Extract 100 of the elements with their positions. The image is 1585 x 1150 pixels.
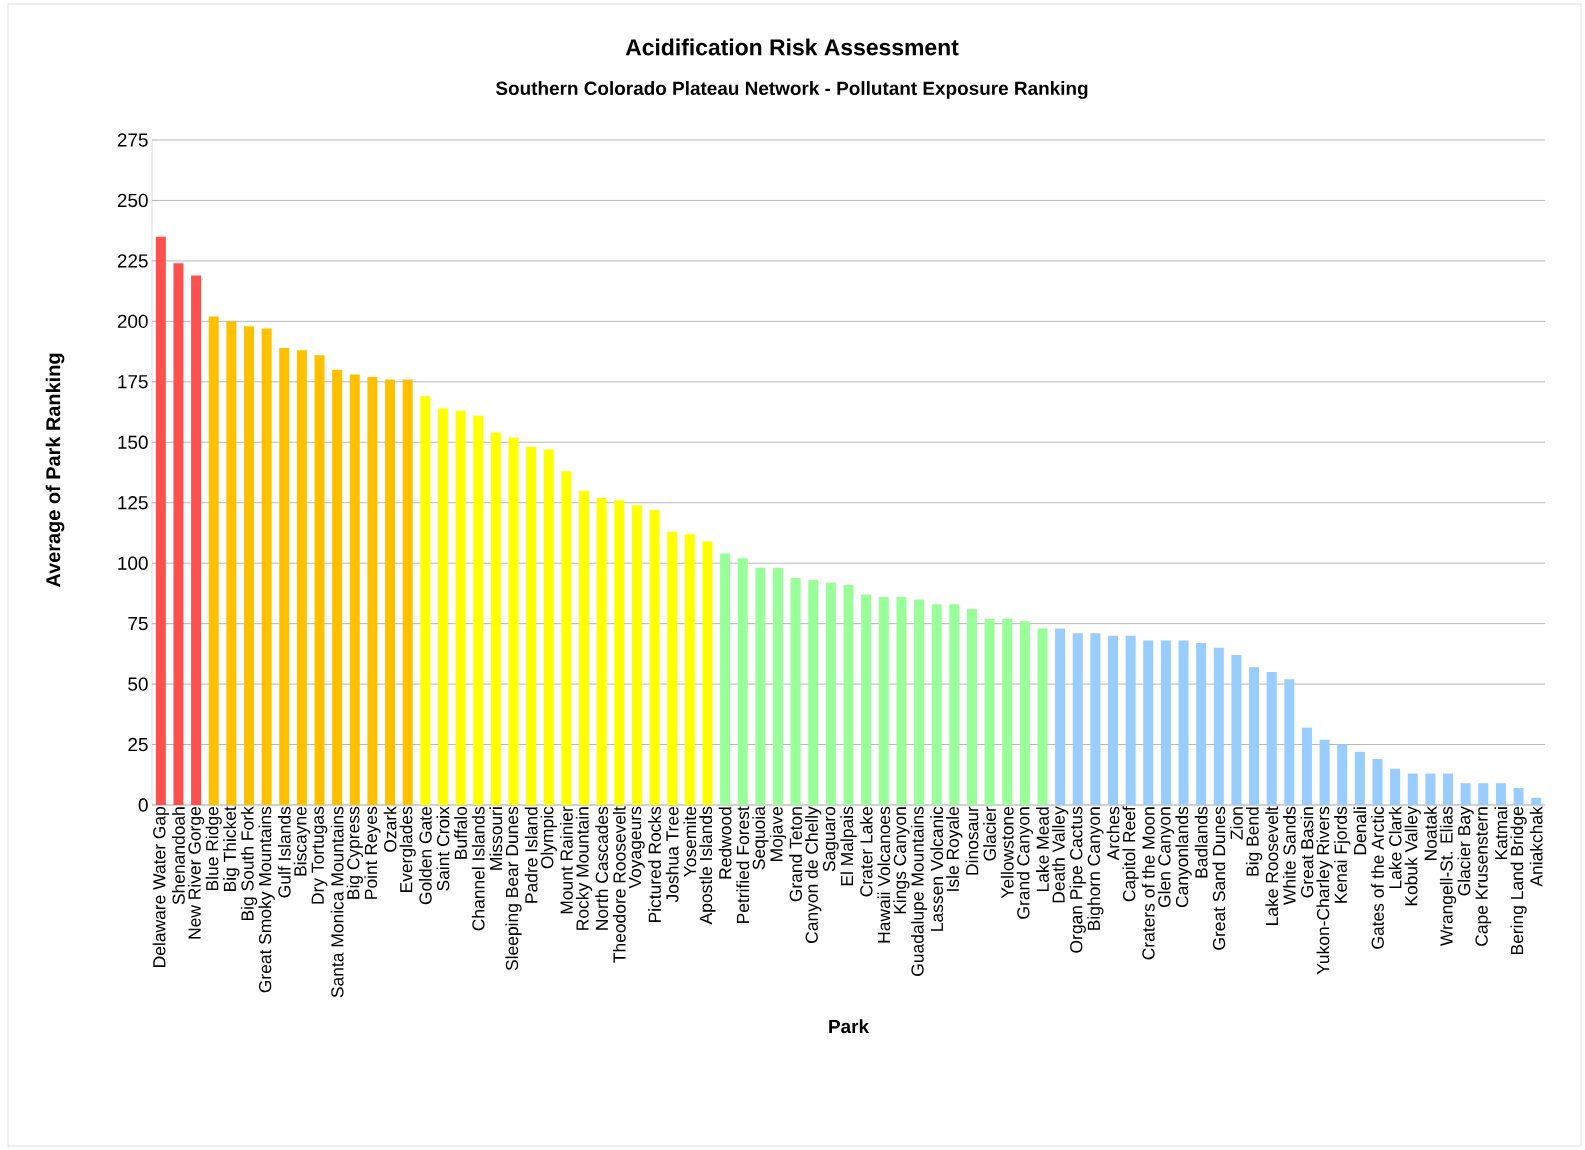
x-tick-label: Rocky Mountain xyxy=(575,807,593,930)
x-tick-label: Great Basin xyxy=(1300,807,1314,898)
x-tick-label: Cape Krusenstern xyxy=(1475,807,1492,946)
x-tick-label: Yellowstone xyxy=(1000,806,1014,899)
bar xyxy=(1390,768,1401,805)
bar xyxy=(1266,671,1277,805)
x-tick-label: Aniakchak xyxy=(1529,806,1543,887)
bar xyxy=(878,597,889,805)
x-tick-label: Voyageurs xyxy=(629,806,645,889)
bar xyxy=(508,437,519,805)
x-tick-label: Saguaro xyxy=(822,806,839,872)
x-tick-label: Kenai Fjords xyxy=(1334,806,1351,903)
y-tick-label: 275 xyxy=(117,133,148,147)
y-tick-label: 100 xyxy=(118,556,148,570)
x-tick-label: Grand Teton xyxy=(789,807,803,902)
bar xyxy=(825,582,836,805)
bar xyxy=(279,347,290,805)
bar xyxy=(402,379,413,805)
y-tick-label: 25 xyxy=(128,737,148,752)
x-tick-label: Yosemite xyxy=(683,806,697,877)
bar xyxy=(526,447,537,805)
bar xyxy=(1460,783,1471,805)
x-tick-label: Padre Island xyxy=(524,807,538,903)
bar xyxy=(208,316,219,805)
x-tick-label: Death Valley xyxy=(1051,806,1069,903)
x-tick-label: Glen Canyon xyxy=(1157,807,1175,908)
x-tick-label: Isle Royale xyxy=(946,806,963,891)
x-tick-label: Noatak xyxy=(1423,806,1437,860)
x-tick-label: Kobuk Valley xyxy=(1404,806,1421,906)
x-tick-label: Delaware Water Gap xyxy=(152,806,169,967)
bar xyxy=(385,379,396,805)
x-tick-label: Everglades xyxy=(399,806,416,892)
x-tick-label: Big South Fork xyxy=(240,806,258,921)
x-tick-label: Lake Clark xyxy=(1388,806,1402,889)
x-tick-label: Pictured Rocks xyxy=(648,806,661,922)
x-tick-label: Kings Canyon xyxy=(893,807,910,914)
bar xyxy=(296,350,307,805)
bar xyxy=(966,609,977,805)
bar xyxy=(1407,773,1418,805)
x-tick-label: Buffalo xyxy=(454,806,467,859)
bar xyxy=(155,236,166,805)
x-tick-label: Channel Islands xyxy=(471,806,485,931)
bar xyxy=(1425,773,1436,805)
x-tick-label: Craters of the Moon xyxy=(1141,807,1155,960)
x-tick-label: Shenandoah xyxy=(172,807,185,905)
bar xyxy=(1337,744,1348,805)
x-tick-label: Canyon de Chelly xyxy=(805,806,822,943)
chart-subtitle: Southern Colorado Plateau Network - Pollutant Exposure Ranking xyxy=(495,81,1088,99)
bar xyxy=(790,577,801,805)
x-tick-label: El Malpais xyxy=(840,806,857,886)
bar xyxy=(1513,788,1524,805)
x-tick-label: Petrified Forest xyxy=(736,806,750,923)
bar xyxy=(667,531,678,805)
x-tick-label: Santa Monica Mountains xyxy=(330,806,344,998)
bar xyxy=(349,374,360,805)
x-tick-label: Saint Croix xyxy=(436,806,450,891)
bar xyxy=(437,408,448,805)
x-tick-label: Big Cypress xyxy=(346,806,363,899)
x-tick-label: Capitol Reef xyxy=(1122,806,1139,902)
x-tick-label: Lake Mead xyxy=(1036,807,1049,892)
x-tick-label: Dinosaur xyxy=(965,806,979,875)
x-tick-label: Mount Rainier xyxy=(559,806,573,914)
x-tick-label: Grand Canyon xyxy=(1016,807,1033,919)
bar xyxy=(1301,727,1312,805)
x-tick-label: White Sands xyxy=(1282,806,1296,905)
x-tick-label: Arches xyxy=(1106,806,1120,861)
x-tick-label: Yukon-Charley Rivers xyxy=(1316,806,1333,975)
x-tick-label: Ozark xyxy=(383,806,397,852)
y-tick-label: 0 xyxy=(138,798,148,812)
x-tick-label: Organ Pipe Cactus xyxy=(1069,806,1086,953)
x-tick-label: Zion xyxy=(1230,807,1243,840)
bar xyxy=(367,376,378,805)
x-tick-label: Denali xyxy=(1353,807,1367,855)
bar xyxy=(543,449,554,805)
bar xyxy=(1372,759,1383,805)
bar xyxy=(649,509,660,805)
chart-title: Acidification Risk Assessment xyxy=(625,38,959,56)
y-tick-label: 225 xyxy=(117,254,148,268)
bar xyxy=(1178,640,1189,805)
x-tick-label: Gates of the Arctic xyxy=(1371,806,1384,949)
bar xyxy=(1072,633,1083,805)
bar xyxy=(896,597,907,805)
x-tick-label: Missouri xyxy=(489,807,503,870)
bar xyxy=(261,328,272,805)
x-tick-label: Lake Roosevelt xyxy=(1265,806,1279,925)
x-tick-label: Mojave xyxy=(769,806,787,861)
bar xyxy=(561,471,572,805)
bar xyxy=(755,568,766,805)
y-tick-label: 50 xyxy=(128,677,148,691)
bar xyxy=(931,604,942,805)
bar xyxy=(914,599,925,805)
bar xyxy=(490,432,501,805)
x-tick-label: Great Sand Dunes xyxy=(1212,806,1226,950)
x-tick-label: Wrangell-St. Elias xyxy=(1439,806,1457,946)
bar xyxy=(1443,773,1454,805)
y-tick-label: 75 xyxy=(128,617,148,631)
y-tick-label: 175 xyxy=(118,375,148,389)
bar xyxy=(1090,633,1101,805)
x-tick-label: Hawaii Volcanoes xyxy=(877,806,891,943)
x-tick-label: Biscayne xyxy=(293,806,311,876)
